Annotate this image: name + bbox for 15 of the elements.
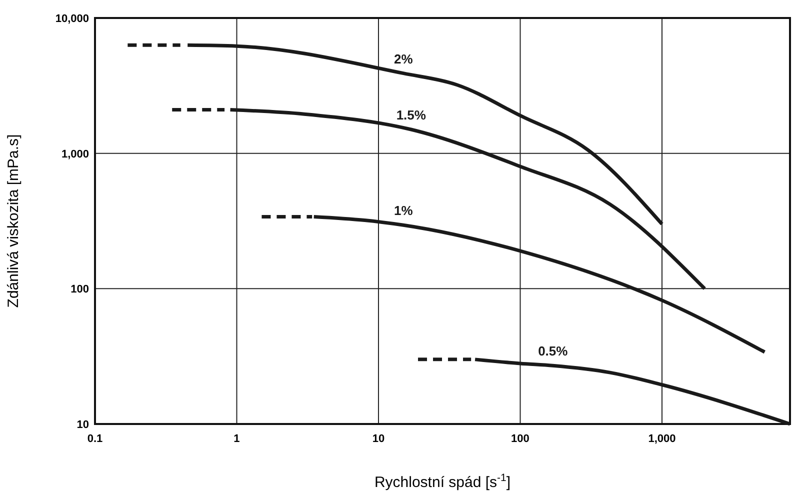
series-label: 1.5% [396, 108, 426, 122]
y-tick-label: 10 [76, 419, 89, 431]
series-label: 0.5% [538, 344, 568, 359]
series-label: 2% [394, 51, 414, 66]
x-tick-label: 1 [234, 433, 240, 445]
x-tick-label: 10 [372, 433, 385, 445]
y-tick-label: 1,000 [61, 148, 89, 160]
x-tick-label: 100 [511, 433, 530, 445]
x-tick-label: 1,000 [648, 433, 676, 445]
y-axis-title: Zdánlivá viskozita [mPa.s] [5, 134, 22, 308]
series-label: 1% [394, 203, 414, 218]
x-axis-title: Rychlostní spád [s$^{-1}$] [374, 472, 511, 491]
x-tick-label: 0.1 [87, 433, 103, 445]
y-tick-label: 10,000 [55, 13, 89, 25]
y-tick-label: 100 [70, 284, 89, 296]
